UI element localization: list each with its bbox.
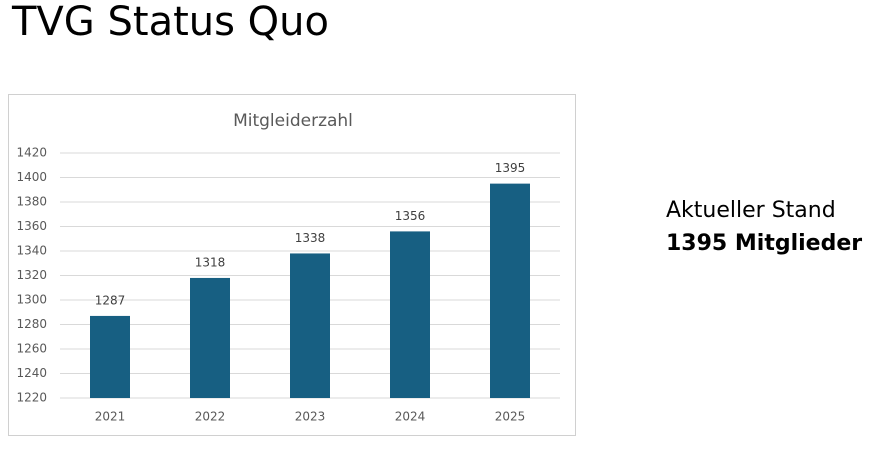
y-tick-label: 1320 xyxy=(16,268,47,282)
y-tick-label: 1420 xyxy=(16,146,47,160)
chart-title: Mitgleiderzahl xyxy=(233,111,353,131)
x-tick-label: 2021 xyxy=(95,410,126,424)
data-label: 1356 xyxy=(395,209,426,223)
side-text-line: Aktueller Stand xyxy=(666,198,836,223)
y-tick-label: 1240 xyxy=(16,366,47,380)
x-tick-label: 2023 xyxy=(295,410,326,424)
data-label: 1338 xyxy=(295,231,326,245)
bar xyxy=(490,183,530,398)
data-label: 1395 xyxy=(495,161,526,175)
y-tick-label: 1300 xyxy=(16,293,47,307)
bar xyxy=(90,315,130,398)
slide-title: TVG Status Quo xyxy=(11,0,329,45)
y-tick-label: 1220 xyxy=(16,391,47,405)
side-text-highlight: 1395 Mitglieder xyxy=(666,231,862,256)
x-tick-label: 2024 xyxy=(395,410,426,424)
y-tick-label: 1280 xyxy=(16,317,47,331)
data-label: 1318 xyxy=(195,255,226,269)
data-label: 1287 xyxy=(95,293,126,307)
y-tick-label: 1260 xyxy=(16,342,47,356)
y-tick-label: 1380 xyxy=(16,195,47,209)
x-tick-label: 2022 xyxy=(195,410,226,424)
bar xyxy=(290,253,330,398)
x-tick-label: 2025 xyxy=(495,410,526,424)
y-tick-label: 1360 xyxy=(16,219,47,233)
bar xyxy=(190,277,230,398)
bar xyxy=(390,231,430,398)
y-tick-label: 1340 xyxy=(16,244,47,258)
y-tick-label: 1400 xyxy=(16,170,47,184)
plot-area: 1220 1240 1260 1280 1300 1320 1340 1360 1380 1400… xyxy=(16,146,560,424)
